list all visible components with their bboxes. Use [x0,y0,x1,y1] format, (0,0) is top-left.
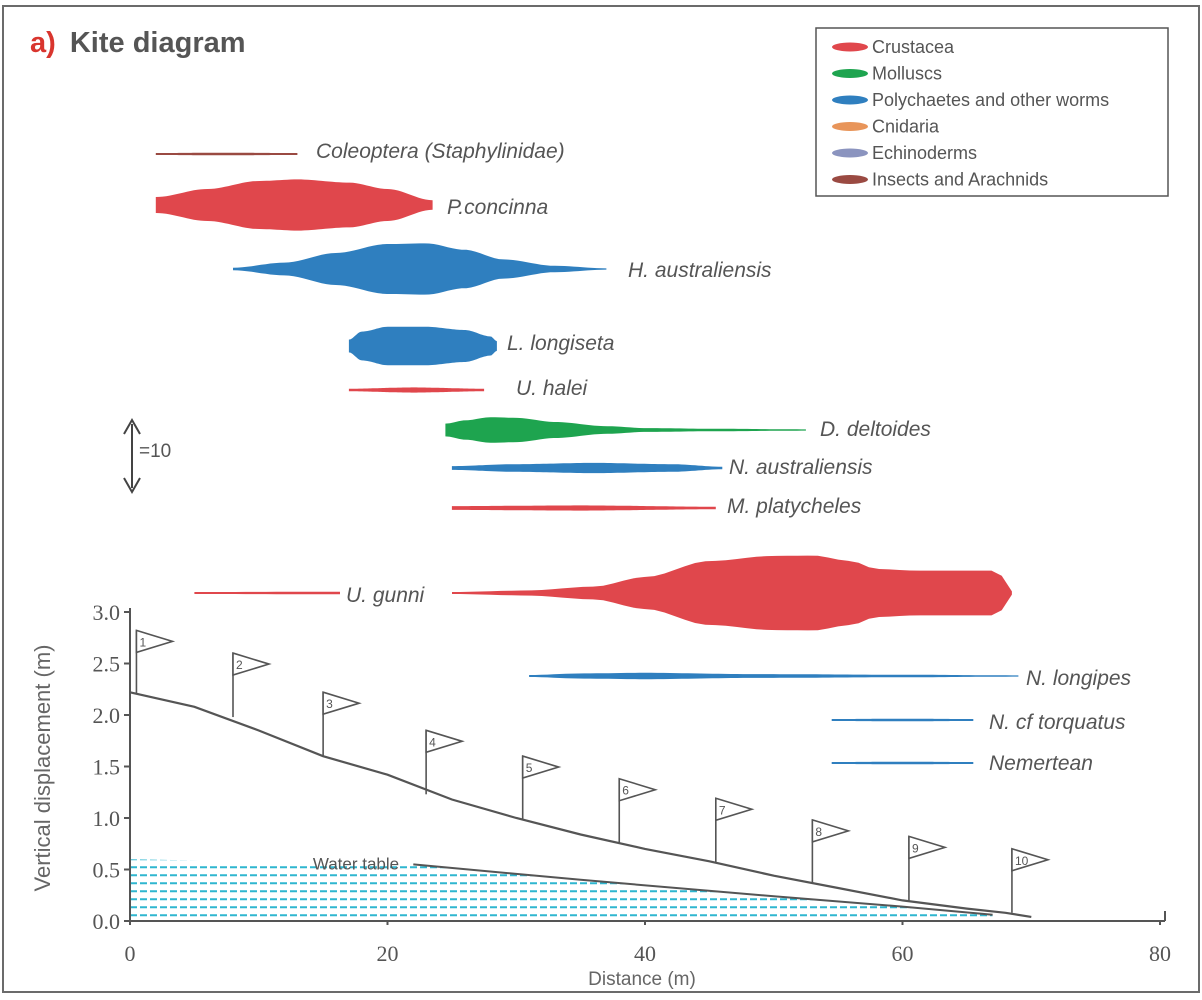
kite-label: U. halei [516,377,589,400]
u-gunni-gap [340,585,452,601]
station-flag-2: 2 [232,651,272,718]
legend-swatch-crustacea [832,42,868,52]
y-tick-label: 3.0 [93,600,121,625]
station-label: 9 [912,841,919,855]
station-label: 1 [139,635,146,649]
x-tick-label: 80 [1149,941,1171,966]
x-tick-label: 40 [634,941,656,966]
axes: 0.0 0.5 1.0 1.5 2.0 2.5 3.0 0 20 40 60 80 [93,600,1172,966]
kites: Coleoptera (Staphylinidae) P.concinna H. a… [155,140,1132,775]
stations: 1 2 3 4 5 6 7 8 9 10 [135,629,1051,913]
station-label: 5 [526,761,533,775]
panel-letter: a) [30,27,56,59]
plot-area: Water table 1 2 3 4 5 6 7 8 9 10 0.0 0.5 1.0 1.5 2.0 2… [30,600,1171,990]
panel-title: a) Kite diagram [30,27,246,59]
x-tick-label: 20 [377,941,399,966]
legend-items: Crustacea Molluscs Polychaetes and other w… [832,37,1109,190]
x-tick-label: 0 [125,941,136,966]
kite-label: L. longiseta [507,332,614,355]
scale-bar-arrow-bottom [123,477,141,495]
kite-l-longiseta [348,326,497,366]
legend-label-echinoderms: Echinoderms [872,143,977,163]
legend-label-polychaetes: Polychaetes and other worms [872,90,1109,110]
legend-label-crustacea: Crustacea [872,37,955,57]
kite-n-australiensis [451,462,723,474]
kite-label: N. cf torquatus [989,711,1126,734]
kite-label: Coleoptera (Staphylinidae) [316,140,565,163]
station-label: 4 [429,735,436,749]
kite-label: N. longipes [1026,667,1132,690]
kite-m-platycheles [451,505,716,511]
station-label: 8 [815,825,822,839]
scale-bar-label: =10 [139,441,171,462]
station-label: 3 [326,697,333,711]
kite-p-concinna [155,179,433,231]
kite-n-cf-torquatus [831,718,974,722]
station-flag-7: 7 [715,797,755,863]
y-tick-label: 1.5 [93,755,121,780]
legend-swatch-insects [832,175,868,184]
legend-swatch-echinoderms [832,148,868,158]
kite-label: Nemertean [989,752,1093,775]
y-axis-label: Vertical displacement (m) [30,645,55,892]
station-flag-8: 8 [811,818,852,884]
legend: Crustacea Molluscs Polychaetes and other w… [815,27,1169,197]
legend-swatch-polychaetes [832,95,868,105]
kite-label: D. deltoides [820,418,931,441]
station-flag-4: 4 [425,729,465,795]
beach-profile-line [129,691,1032,918]
y-tick-label: 1.0 [93,806,121,831]
legend-swatch-cnidaria [832,122,868,131]
y-tick-label: 2.0 [93,703,121,728]
legend-box [815,27,1169,197]
scale-bar: =10 [123,417,171,495]
station-flag-6: 6 [618,777,658,843]
kite-label: H. australiensis [628,259,772,282]
legend-label-cnidaria: Cnidaria [872,117,940,137]
y-tick-label: 0.5 [93,858,121,883]
kite-label: P.concinna [447,196,548,219]
x-axis-label: Distance (m) [588,969,696,990]
station-flag-1: 1 [135,629,176,695]
legend-label-molluscs: Molluscs [872,64,942,84]
station-label: 6 [622,784,629,798]
kite-label: N. australiensis [729,456,873,479]
kite-label: U. gunni [346,584,426,607]
scale-bar-arrow-top [123,417,141,435]
y-tick-label: 2.5 [93,652,121,677]
y-tick-label: 0.0 [93,909,121,934]
station-flag-9: 9 [908,835,948,901]
legend-swatch-molluscs [832,69,868,78]
legend-label-insects: Insects and Arachnids [872,170,1048,190]
kite-label: M. platycheles [727,495,862,518]
station-label: 2 [236,658,243,672]
station-flag-10: 10 [1011,847,1051,913]
kite-d-deltoides [445,417,806,443]
kite-nemertean [831,761,974,765]
kite-coleoptera-staphylinidae- [155,152,298,156]
station-flag-3: 3 [322,691,362,757]
kite-u-halei [348,387,485,393]
station-label: 7 [719,803,726,817]
water-table-label: Water table [313,855,399,874]
kite-h-australiensis [233,243,607,295]
kite-u-gunni [194,555,1012,631]
water-table-line [413,863,993,916]
panel-title-text: Kite diagram [70,27,246,59]
station-label: 10 [1015,854,1029,868]
kite-n-longipes [529,672,1019,680]
station-flag-5: 5 [521,754,562,821]
x-tick-label: 60 [892,941,914,966]
